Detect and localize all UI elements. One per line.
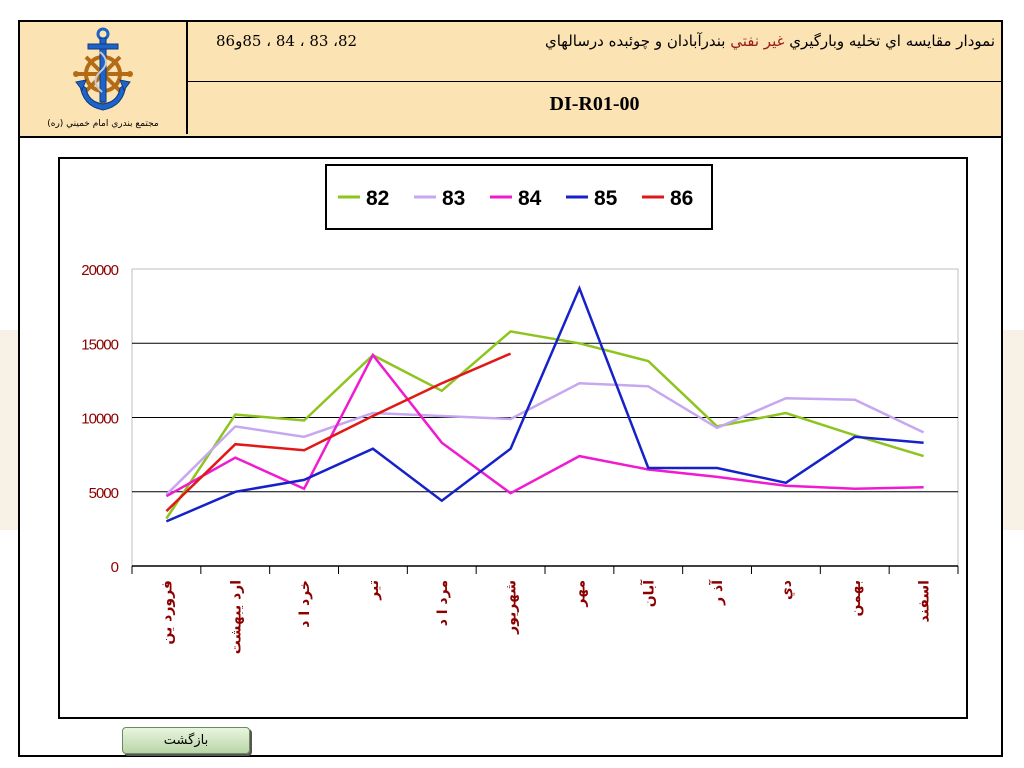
legend-label-84: 84 [518, 187, 542, 210]
legend-label-85: 85 [594, 187, 618, 210]
title-years: 82، 83 ، 84 ، 85و86 [216, 32, 358, 50]
y-tick-label: 10000 [81, 411, 118, 428]
x-tick-label: دي [779, 580, 796, 600]
x-tick-label: اسفند [917, 580, 933, 622]
series-line-83 [165, 382, 925, 496]
y-tick-label: 15000 [81, 336, 118, 353]
logo-caption: مجتمع بندري امام خميني (ره) [47, 119, 159, 129]
document-code: DI-R01-00 [549, 93, 640, 115]
x-tick-label: مهر [572, 580, 588, 608]
anchor-wheel-logo-icon [73, 27, 133, 111]
y-tick-label: 5000 [89, 485, 119, 502]
series-line-82 [165, 330, 924, 520]
x-tick-label: آذ ر [708, 579, 726, 606]
x-tick-label: شهريور [504, 580, 520, 635]
x-tick-label: مرد ا د [435, 580, 451, 626]
page-title: نمودار مقايسه اي تخليه وبارگيري غير نفتي… [545, 32, 995, 50]
x-tick-label: تير [366, 580, 382, 601]
logo-cell: مجتمع بندري امام خميني (ره) [20, 22, 188, 134]
x-tick-label: ارد يبهشت [228, 580, 244, 654]
series-line-86 [165, 352, 512, 512]
x-tick-label: آبان [639, 579, 657, 607]
back-button[interactable]: بازگشت [122, 727, 250, 754]
slide-frame: مجتمع بندري امام خميني (ره) نمودار مقايس… [18, 20, 1003, 757]
series-line-85 [165, 284, 924, 523]
title-row: نمودار مقايسه اي تخليه وبارگيري غير نفتي… [188, 22, 1001, 82]
x-tick-label: بهمن [848, 580, 864, 616]
y-tick-label: 0 [111, 559, 119, 576]
header: مجتمع بندري امام خميني (ره) نمودار مقايس… [20, 22, 1001, 138]
series-line-84 [165, 352, 924, 498]
x-tick-label: فرورد ين [159, 580, 175, 645]
legend-label-82: 82 [366, 187, 389, 210]
title-highlight: غير نفتي [730, 32, 785, 50]
chart-container: 0 5000 10000 15000 20000 فرورد ين ارد يبهشت خرد… [58, 157, 968, 719]
legend-label-83: 83 [442, 187, 465, 210]
x-tick-label: خرد ا د [297, 580, 313, 628]
y-tick-label: 20000 [81, 262, 118, 279]
line-chart: 0 5000 10000 15000 20000 فرورد ين ارد يبهشت خرد… [81, 164, 959, 654]
legend-label-86: 86 [670, 187, 693, 210]
